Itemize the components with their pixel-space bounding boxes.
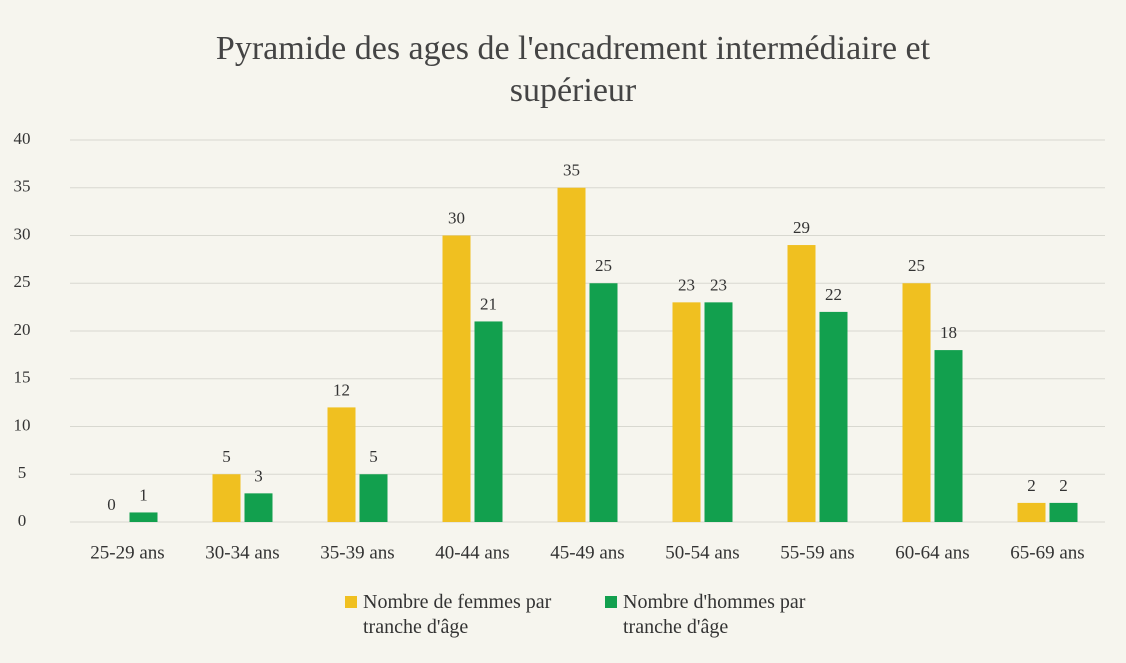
data-label: 25 [908, 256, 925, 275]
legend-item: Nombre d'hommes par tranche d'âge [605, 590, 825, 640]
data-label: 35 [563, 161, 580, 180]
legend-swatch [605, 596, 617, 608]
y-tick-label: 15 [14, 368, 31, 387]
x-tick-label: 60-64 ans [895, 542, 969, 563]
legend-swatch [345, 596, 357, 608]
bar [442, 235, 471, 522]
x-tick-label: 65-69 ans [1010, 542, 1084, 563]
bar [589, 283, 618, 522]
bar [1049, 502, 1078, 522]
y-tick-label: 40 [14, 129, 31, 148]
legend-label: Nombre d'hommes par tranche d'âge [623, 591, 806, 638]
data-label: 2 [1059, 476, 1068, 495]
y-tick-label: 35 [14, 177, 31, 196]
data-label: 25 [595, 256, 612, 275]
y-tick-label: 5 [18, 463, 27, 482]
data-label: 23 [710, 275, 727, 294]
y-tick-label: 25 [14, 272, 31, 291]
legend-item: Nombre de femmes par tranche d'âge [345, 590, 565, 640]
bar [819, 311, 848, 522]
data-label: 3 [254, 466, 263, 485]
x-tick-label: 45-49 ans [550, 542, 624, 563]
bar [129, 512, 158, 522]
data-label: 2 [1027, 476, 1036, 495]
x-tick-label: 25-29 ans [90, 542, 164, 563]
data-label: 23 [678, 275, 695, 294]
y-tick-label: 0 [18, 511, 27, 530]
bar [787, 245, 816, 523]
x-tick-label: 35-39 ans [320, 542, 394, 563]
data-label: 1 [139, 485, 148, 504]
bar [1017, 502, 1046, 522]
bar [672, 302, 701, 522]
x-tick-label: 40-44 ans [435, 542, 509, 563]
bar [212, 474, 241, 522]
data-label: 5 [369, 447, 378, 466]
bar [474, 321, 503, 522]
data-label: 22 [825, 285, 842, 304]
y-tick-label: 30 [14, 224, 31, 243]
chart-title: Pyramide des ages de l'encadrement inter… [215, 30, 931, 109]
bar [244, 493, 273, 522]
bar [704, 302, 733, 522]
y-tick-label: 20 [14, 320, 31, 339]
data-label: 29 [793, 218, 810, 237]
data-label: 18 [940, 323, 957, 342]
data-label: 5 [222, 447, 231, 466]
data-label: 21 [480, 294, 497, 313]
x-tick-label: 50-54 ans [665, 542, 739, 563]
legend: Nombre de femmes par tranche d'âge Nombre… [345, 590, 825, 640]
legend-label: Nombre de femmes par tranche d'âge [363, 591, 552, 638]
bar [934, 350, 963, 522]
x-tick-label: 55-59 ans [780, 542, 854, 563]
y-tick-label: 10 [14, 415, 31, 434]
bar [327, 407, 356, 522]
bar [359, 474, 388, 522]
bar [557, 187, 586, 522]
bar [902, 283, 931, 522]
data-label: 30 [448, 208, 465, 227]
x-tick-label: 30-34 ans [205, 542, 279, 563]
data-label: 0 [107, 495, 116, 514]
data-label: 12 [333, 380, 350, 399]
